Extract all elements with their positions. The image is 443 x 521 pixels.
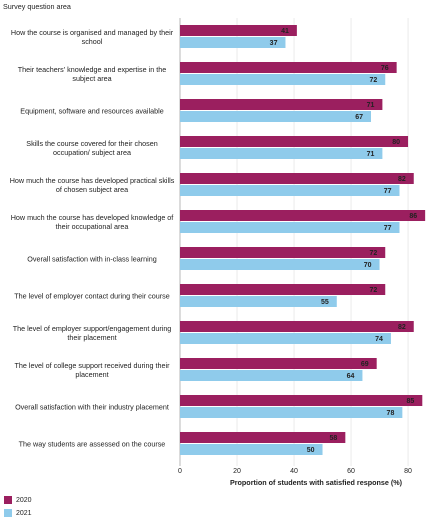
y-axis-title: Survey question area [3,2,71,11]
x-tick-label: 0 [178,468,182,475]
value-label: 41 [281,28,289,35]
x-tick-label: 60 [347,468,355,475]
value-label: 76 [381,65,389,72]
bar [180,407,403,418]
value-label: 58 [330,435,338,442]
bar [180,148,383,159]
bar [180,37,286,48]
value-label: 72 [369,287,377,294]
value-label: 67 [355,114,363,121]
y-tick-label: The level of employer contact during the… [14,291,170,300]
bar [180,444,323,455]
legend-label: 2021 [16,510,32,517]
value-label: 82 [398,176,406,183]
y-tick-label: The way students are assessed on the cou… [18,439,166,448]
value-label: 78 [387,410,395,417]
x-tick-label: 40 [290,468,298,475]
bar [180,247,386,258]
value-label: 77 [384,188,392,195]
y-tick-label: How the course is organised and managed … [10,27,174,46]
bar [180,136,409,147]
value-label: 69 [361,361,369,368]
bar [180,111,371,122]
value-label: 85 [407,398,415,405]
y-tick-label: How much the course has developed practi… [9,175,175,194]
value-label: 74 [375,336,383,343]
y-tick-label: Skills the course covered for their chos… [26,138,158,157]
x-axis-title: Proportion of students with satisfied re… [230,478,403,487]
value-label: 64 [347,373,355,380]
y-tick-label: The level of college support received du… [14,360,170,379]
bar [180,321,414,332]
y-tick-label: How much the course has developed knowle… [10,212,174,231]
value-label: 80 [392,139,400,146]
bar [180,395,423,406]
value-label: 71 [367,151,375,158]
y-tick-label: Overall satisfaction with in-class learn… [27,254,157,263]
bar [180,333,391,344]
bar [180,259,380,270]
y-tick-label: Equipment, software and resources availa… [20,106,164,115]
bar [180,370,363,381]
bar [180,62,397,73]
legend-swatch [4,509,12,517]
bar [180,99,383,110]
value-label: 72 [369,250,377,257]
bar [180,296,337,307]
value-label: 82 [398,324,406,331]
y-tick-label: Their teachers' knowledge and expertise … [17,64,167,83]
value-label: 55 [321,299,329,306]
bar [180,173,414,184]
bar [180,74,386,85]
x-tick-label: 20 [233,468,241,475]
bar [180,25,297,36]
bar [180,185,400,196]
value-label: 37 [270,40,278,47]
legend-swatch [4,496,12,504]
value-label: 71 [367,102,375,109]
bar [180,432,346,443]
bar [180,222,400,233]
value-label: 77 [384,225,392,232]
y-tick-label: The level of employer support/engagement… [12,323,172,342]
value-label: 86 [409,213,417,220]
legend-label: 2020 [16,497,32,504]
value-label: 70 [364,262,372,269]
value-label: 72 [369,77,377,84]
value-label: 50 [307,447,315,454]
y-tick-label: Overall satisfaction with their industry… [15,402,169,411]
bar [180,284,386,295]
bar [180,358,377,369]
bar [180,210,426,221]
x-tick-label: 80 [404,468,412,475]
